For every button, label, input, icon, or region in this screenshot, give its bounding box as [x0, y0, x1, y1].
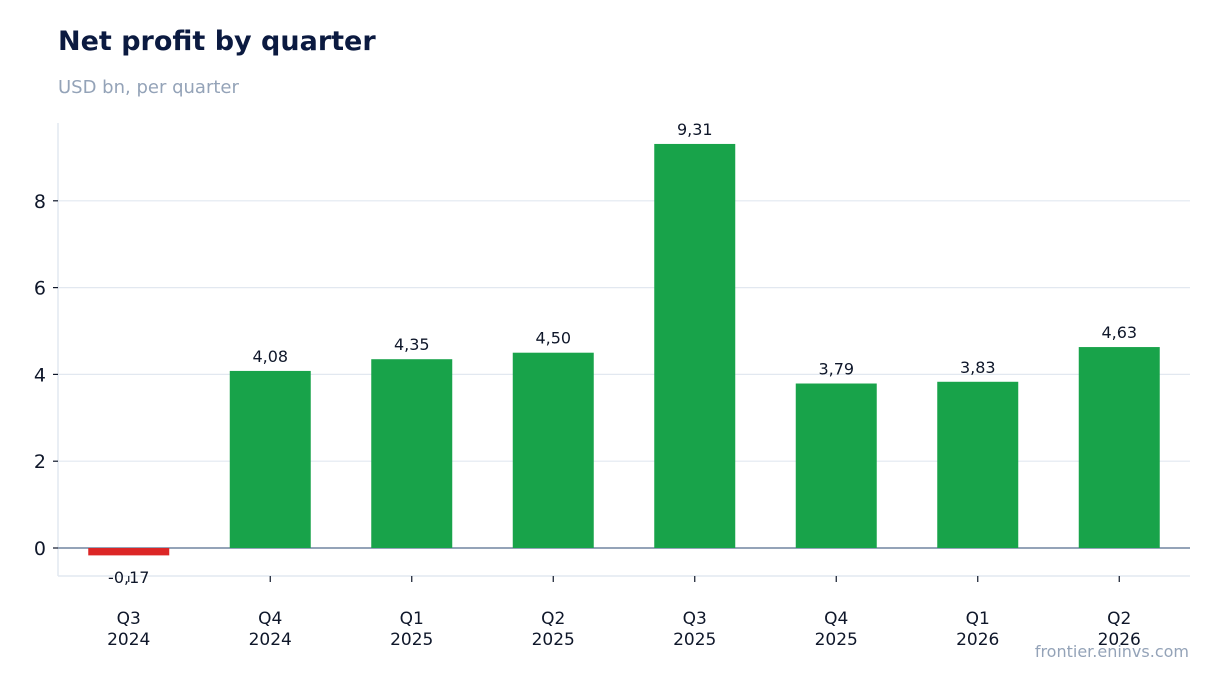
data-label: 4,63: [1101, 323, 1137, 342]
data-label: 3,83: [960, 358, 996, 377]
x-tick-label-year: 2026: [1098, 630, 1141, 650]
bar: [512, 352, 594, 548]
x-tick-label-quarter: Q1: [966, 609, 990, 629]
data-label: 4,35: [394, 335, 430, 354]
y-tick-label: 2: [34, 451, 46, 473]
grid-lines: [58, 200, 1190, 462]
y-axis-ticks: 0 2 4 6 8: [34, 191, 58, 560]
x-tick-label-year: 2025: [673, 630, 716, 650]
data-label: 3,79: [818, 360, 854, 379]
bar: [88, 548, 170, 556]
x-tick-label-year: 2025: [390, 630, 433, 650]
chart-axes: [57, 123, 1190, 577]
x-tick-label-quarter: Q2: [1107, 609, 1131, 629]
x-tick-label-year: 2024: [107, 630, 150, 650]
source-credit: frontier.eninvs.com: [1034, 642, 1189, 661]
data-label: 4,08: [252, 347, 288, 366]
x-tick-label-quarter: Q2: [541, 609, 565, 629]
bar: [229, 370, 311, 548]
x-tick-label-year: 2025: [532, 630, 575, 650]
y-tick-label: 0: [34, 538, 46, 560]
y-tick-label: 6: [34, 278, 46, 300]
y-tick-label: 8: [34, 191, 46, 213]
bar-series: [88, 143, 1160, 556]
data-label: 9,31: [677, 120, 713, 139]
data-label: 4,50: [535, 329, 571, 348]
x-tick-label-quarter: Q3: [117, 609, 141, 629]
data-labels: -0,174,084,35 4,509,313,79 3,834,63: [108, 120, 1137, 587]
chart-subtitle: USD bn, per quarter: [58, 77, 239, 98]
x-tick-label-year: 2026: [956, 630, 999, 650]
bar: [654, 143, 736, 549]
x-tick-label-quarter: Q1: [400, 609, 424, 629]
x-tick-label-year: 2025: [815, 630, 858, 650]
bar: [937, 381, 1019, 548]
chart-title: Net profit by quarter: [58, 26, 376, 57]
x-tick-label-quarter: Q4: [824, 609, 848, 629]
bar: [371, 359, 453, 548]
bar: [1078, 347, 1160, 548]
x-axis-ticks: Q32024Q42024Q12025Q22025Q32025Q42025Q120…: [107, 576, 1141, 650]
bar: [795, 383, 877, 548]
x-tick-label-year: 2024: [249, 630, 292, 650]
y-tick-label: 4: [34, 364, 46, 386]
x-tick-label-quarter: Q3: [683, 609, 707, 629]
x-tick-label-quarter: Q4: [258, 609, 282, 629]
